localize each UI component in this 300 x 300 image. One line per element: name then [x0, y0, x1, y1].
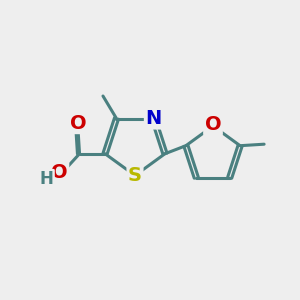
Text: O: O	[70, 114, 87, 133]
Text: S: S	[128, 166, 142, 185]
Text: H: H	[40, 170, 53, 188]
Text: O: O	[205, 115, 221, 134]
Text: N: N	[146, 109, 162, 128]
Text: O: O	[51, 163, 68, 182]
